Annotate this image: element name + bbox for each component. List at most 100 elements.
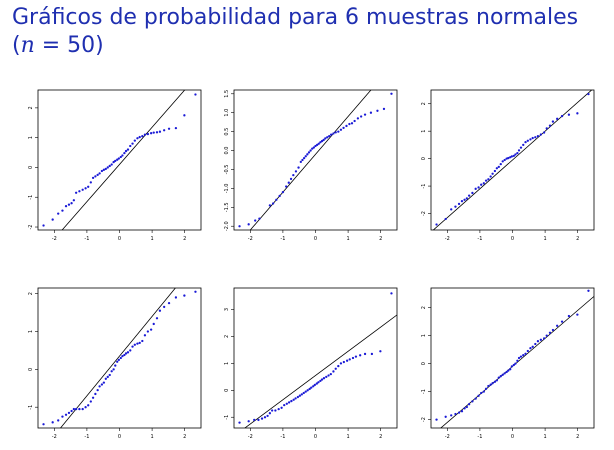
- x-tick-label: -1: [84, 236, 89, 242]
- data-point: [329, 133, 333, 136]
- data-point: [325, 375, 328, 378]
- y-tick-label: -1: [28, 195, 34, 200]
- data-point: [306, 153, 309, 156]
- data-point: [369, 111, 373, 114]
- data-point: [129, 349, 132, 352]
- data-point: [155, 317, 159, 320]
- data-point: [531, 136, 534, 140]
- x-tick-label: -2: [445, 434, 450, 440]
- x-tick-label: 0: [118, 434, 121, 440]
- data-point: [138, 341, 141, 345]
- data-point: [167, 301, 171, 305]
- data-point: [471, 400, 474, 403]
- x-tick-label: -2: [445, 236, 450, 242]
- data-point: [345, 359, 349, 362]
- data-point: [454, 412, 457, 416]
- data-point: [337, 130, 340, 133]
- data-point: [102, 381, 106, 384]
- data-point: [268, 412, 272, 415]
- data-point: [444, 415, 447, 418]
- x-tick-label: -1: [477, 236, 482, 242]
- data-point: [110, 370, 113, 373]
- data-point: [460, 410, 464, 413]
- data-point: [163, 129, 166, 132]
- data-point: [477, 394, 480, 397]
- data-point: [327, 374, 330, 377]
- data-point: [517, 149, 521, 152]
- y-tick-label: 1.0: [224, 109, 230, 117]
- reference-line: [249, 90, 372, 230]
- data-point: [64, 205, 68, 208]
- data-point: [149, 132, 153, 135]
- data-point: [312, 146, 316, 149]
- x-tick-label: -1: [280, 434, 285, 440]
- data-point: [526, 139, 529, 142]
- data-point: [332, 132, 335, 135]
- data-point: [123, 353, 126, 357]
- data-point: [471, 191, 474, 195]
- data-point: [542, 337, 546, 340]
- data-point: [141, 339, 144, 343]
- x-tick-label: -2: [52, 434, 57, 440]
- data-point: [247, 420, 250, 423]
- data-point: [81, 407, 84, 411]
- data-point: [363, 113, 367, 116]
- data-point: [317, 381, 320, 384]
- data-point: [345, 124, 348, 128]
- data-point: [114, 364, 117, 367]
- data-point: [317, 142, 320, 145]
- data-point: [133, 139, 136, 142]
- data-point: [363, 352, 367, 356]
- data-point: [108, 164, 111, 168]
- data-point: [463, 198, 466, 201]
- data-point: [70, 409, 73, 413]
- data-point: [548, 331, 552, 334]
- data-point: [480, 391, 483, 395]
- data-point: [124, 352, 128, 355]
- data-point: [149, 328, 153, 331]
- data-point: [94, 175, 97, 178]
- x-tick-label: 0: [314, 236, 317, 242]
- data-point: [277, 408, 280, 411]
- data-point: [174, 126, 178, 130]
- data-point: [51, 218, 54, 221]
- data-point: [98, 385, 101, 388]
- data-point: [529, 347, 532, 350]
- data-point: [121, 354, 124, 358]
- data-point: [501, 373, 504, 376]
- data-point: [61, 209, 64, 212]
- data-point: [560, 320, 564, 323]
- data-point: [294, 397, 297, 400]
- y-tick-label: 1: [28, 330, 34, 333]
- data-point: [587, 289, 590, 292]
- data-point: [313, 383, 316, 387]
- x-tick-label: 2: [379, 236, 382, 242]
- data-point: [491, 382, 494, 385]
- plot-frame: [430, 287, 595, 429]
- data-point: [247, 223, 250, 226]
- data-point: [104, 167, 107, 171]
- data-point: [84, 187, 87, 190]
- data-point: [545, 127, 548, 130]
- y-tick-label: -2.0: [224, 221, 230, 231]
- data-point: [106, 375, 109, 379]
- data-point: [353, 119, 356, 123]
- data-point: [283, 403, 286, 407]
- data-point: [112, 368, 115, 371]
- data-point: [379, 350, 382, 353]
- qq-plot-5: -2 -1 0 1 2 -1 0 1 2 3: [224, 287, 398, 440]
- data-point: [106, 166, 109, 169]
- data-point: [300, 393, 303, 396]
- x-tick-label: 2: [379, 434, 382, 440]
- x-tick-label: 0: [314, 434, 317, 440]
- data-point: [522, 354, 525, 357]
- data-point: [42, 224, 45, 227]
- data-point: [551, 120, 555, 123]
- data-point: [158, 130, 162, 133]
- data-point: [51, 421, 54, 424]
- data-point: [560, 114, 564, 118]
- data-point: [112, 160, 115, 164]
- data-point: [194, 290, 197, 293]
- data-point: [183, 294, 186, 297]
- data-point: [89, 181, 92, 184]
